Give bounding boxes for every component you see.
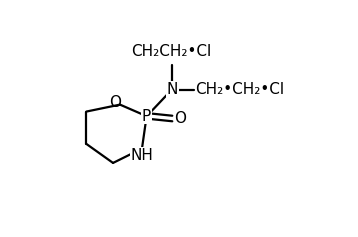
- Text: O: O: [174, 111, 186, 126]
- Text: N: N: [166, 82, 178, 97]
- Text: CH₂•CH₂•Cl: CH₂•CH₂•Cl: [195, 82, 284, 97]
- Text: NH: NH: [131, 148, 154, 163]
- Text: P: P: [142, 109, 151, 124]
- Text: CH₂CH₂•Cl: CH₂CH₂•Cl: [131, 45, 212, 59]
- Text: O: O: [109, 95, 121, 110]
